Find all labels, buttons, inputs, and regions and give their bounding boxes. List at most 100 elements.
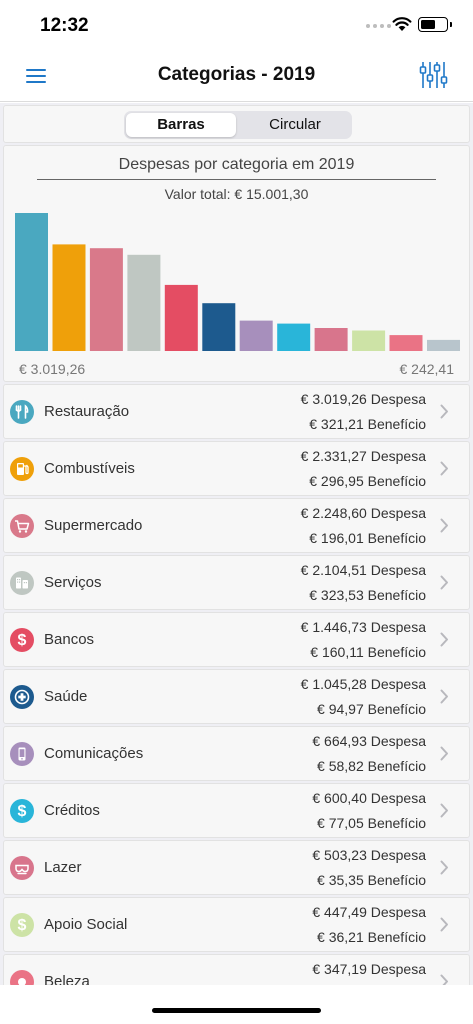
category-name: Apoio Social [44, 916, 128, 933]
health-icon [10, 685, 34, 709]
mask-icon [10, 856, 34, 880]
category-row[interactable]: $ Bancos € 1.446,73 Despesa € 160,11 Benefí… [3, 612, 470, 667]
chevron-right-icon [440, 746, 448, 761]
bar-chart [15, 213, 460, 351]
menu-button[interactable] [22, 64, 52, 88]
category-benefit: € 94,97 Benefício [317, 701, 426, 717]
category-name: Bancos [44, 631, 95, 648]
category-benefit: € 196,01 Benefício [309, 530, 426, 546]
battery-icon [418, 17, 452, 32]
chart-total: Valor total: € 15.001,30 [164, 186, 309, 202]
chart-min-label: € 242,41 [399, 361, 455, 377]
category-benefit: € 321,21 Benefício [309, 416, 426, 432]
home-indicator[interactable] [152, 1008, 321, 1013]
category-row[interactable]: Restauração € 3.019,26 Despesa € 321,21 Be… [3, 384, 470, 439]
category-row[interactable]: Beleza € 347,19 Despesa [3, 954, 470, 985]
chevron-right-icon [440, 689, 448, 704]
navigation-bar: Categorias - 2019 [0, 50, 473, 102]
chart-max-label: € 3.019,26 [19, 361, 86, 377]
chevron-right-icon [440, 803, 448, 818]
chart-card: Despesas por categoria em 2019 Valor tot… [3, 145, 470, 382]
category-benefit: € 160,11 Benefício [310, 644, 426, 660]
category-row[interactable]: Saúde € 1.045,28 Despesa € 94,97 Benefício [3, 669, 470, 724]
view-mode-bar: Barras Circular [3, 105, 470, 143]
services-icon [10, 571, 34, 595]
bar-4 [127, 254, 161, 351]
page-title: Categorias - 2019 [157, 64, 316, 85]
category-benefit: € 58,82 Benefício [317, 758, 426, 774]
category-row[interactable]: $ Apoio Social € 447,49 Despesa € 36,21 Ben… [3, 897, 470, 952]
category-row[interactable]: Combustíveis € 2.331,27 Despesa € 296,95 B… [3, 441, 470, 496]
status-time: 12:32 [40, 15, 89, 36]
bar-5 [164, 284, 198, 351]
category-name: Comunicações [44, 745, 144, 762]
category-name: Lazer [44, 859, 82, 876]
category-name: Créditos [44, 802, 100, 819]
category-expense: € 3.019,26 Despesa [300, 391, 426, 407]
dollar-icon: $ [10, 628, 34, 652]
cutlery-icon [10, 400, 34, 424]
category-expense: € 2.248,60 Despesa [300, 505, 426, 521]
bar-1 [15, 213, 48, 351]
category-expense: € 503,23 Despesa [312, 847, 426, 863]
category-name: Beleza [44, 973, 90, 985]
category-expense: € 447,49 Despesa [312, 904, 426, 920]
category-name: Restauração [44, 403, 130, 420]
category-benefit: € 77,05 Benefício [317, 815, 426, 831]
fuel-icon [10, 457, 34, 481]
segment-circular[interactable]: Circular [269, 116, 321, 133]
category-row[interactable]: Lazer € 503,23 Despesa € 35,35 Benefício [3, 840, 470, 895]
svg-text:$: $ [18, 917, 27, 934]
category-expense: € 1.446,73 Despesa [300, 619, 426, 635]
segment-bars[interactable]: Barras [126, 113, 236, 137]
category-benefit: € 296,95 Benefício [309, 473, 426, 489]
category-expense: € 2.104,51 Despesa [300, 562, 426, 578]
bar-6 [202, 303, 236, 351]
dollar-icon: $ [10, 913, 34, 937]
bottom-area [0, 985, 473, 1024]
chevron-right-icon [440, 575, 448, 590]
chart-title: Despesas por categoria em 2019 [118, 156, 355, 173]
bar-7 [239, 320, 273, 351]
dollar-icon: $ [10, 799, 34, 823]
category-name: Serviços [44, 574, 102, 591]
bar-12 [427, 339, 460, 351]
svg-text:$: $ [18, 632, 27, 649]
category-benefit: € 35,35 Benefício [317, 872, 426, 888]
category-expense: € 2.331,27 Despesa [300, 448, 426, 464]
chevron-right-icon [440, 518, 448, 533]
category-expense: € 600,40 Despesa [312, 790, 426, 806]
bar-3 [89, 248, 123, 351]
bar-2 [52, 244, 86, 351]
beauty-icon [10, 970, 34, 985]
category-row[interactable]: $ Créditos € 600,40 Despesa € 77,05 Benefíc… [3, 783, 470, 838]
cellular-signal-icon [366, 24, 391, 28]
chevron-right-icon [440, 974, 448, 985]
cart-icon [10, 514, 34, 538]
category-expense: € 347,19 Despesa [312, 961, 426, 977]
category-row[interactable]: Comunicações € 664,93 Despesa € 58,82 Bene… [3, 726, 470, 781]
chevron-right-icon [440, 632, 448, 647]
category-row[interactable]: Serviços € 2.104,51 Despesa € 323,53 Benef… [3, 555, 470, 610]
category-name: Saúde [44, 688, 88, 705]
content-area: Barras Circular Despesas por categoria e… [0, 103, 473, 985]
status-bar: 12:32 [0, 0, 473, 50]
category-expense: € 1.045,28 Despesa [300, 676, 426, 692]
category-row[interactable]: Supermercado € 2.248,60 Despesa € 196,01 B… [3, 498, 470, 553]
svg-text:$: $ [18, 803, 27, 820]
category-benefit: € 36,21 Benefício [317, 929, 426, 945]
category-expense: € 664,93 Despesa [312, 733, 426, 749]
chevron-right-icon [440, 917, 448, 932]
bar-10 [352, 330, 386, 351]
chevron-right-icon [440, 461, 448, 476]
category-benefit: € 323,53 Benefício [309, 587, 426, 603]
bar-9 [314, 328, 348, 351]
bar-11 [389, 335, 423, 351]
bar-8 [277, 323, 311, 351]
chart-divider [37, 179, 436, 180]
filter-sliders-icon[interactable] [418, 59, 450, 91]
category-name: Combustíveis [44, 460, 135, 477]
wifi-icon [392, 17, 412, 31]
chevron-right-icon [440, 860, 448, 875]
category-name: Supermercado [44, 517, 143, 534]
